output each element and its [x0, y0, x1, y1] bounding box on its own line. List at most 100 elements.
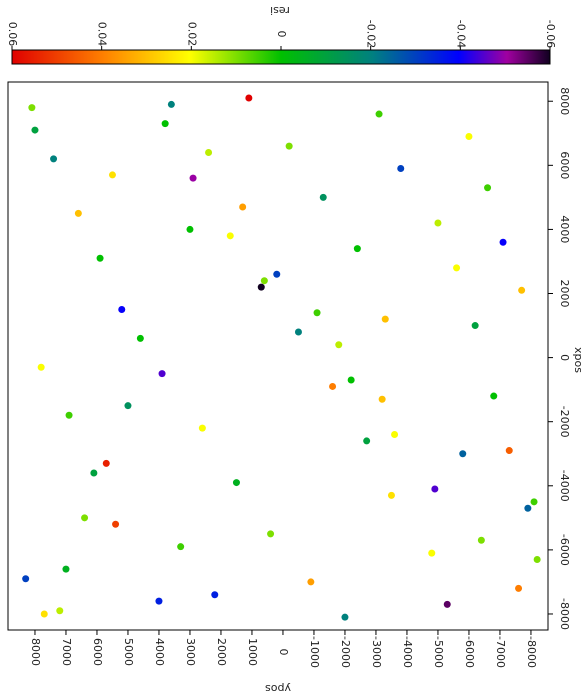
x-tick-label: 8000: [558, 87, 571, 115]
y-tick-label: -3000: [370, 636, 383, 668]
y-tick-label: 3000: [184, 638, 197, 666]
point: [391, 431, 399, 439]
point: [205, 149, 213, 157]
y-axis-label: ypos: [265, 682, 291, 695]
point: [96, 254, 104, 262]
point: [459, 450, 467, 458]
colorbar-tick-label: -0.04: [454, 20, 467, 48]
colorbar-tick-label: 0.06: [6, 22, 19, 47]
point: [477, 536, 485, 544]
point: [329, 382, 337, 390]
point: [267, 530, 275, 538]
point: [65, 411, 73, 419]
point: [431, 485, 439, 493]
x-axis-label: xpos: [572, 347, 585, 373]
point: [484, 184, 492, 192]
point: [465, 132, 473, 140]
point: [167, 100, 175, 108]
colorbar-tick-label: -0.06: [544, 20, 557, 48]
point: [375, 110, 383, 118]
point: [155, 597, 163, 605]
y-tick-label: -8000: [525, 636, 538, 668]
point: [31, 126, 39, 134]
point: [112, 520, 120, 528]
x-tick-label: 0: [558, 354, 571, 361]
point: [313, 309, 321, 317]
point: [353, 245, 361, 253]
point: [226, 232, 234, 240]
y-tick-label: 8000: [29, 638, 42, 666]
point: [211, 591, 219, 599]
point: [136, 334, 144, 342]
point: [319, 193, 327, 201]
point: [307, 578, 315, 586]
point: [245, 94, 253, 102]
point: [335, 341, 343, 349]
point: [124, 402, 132, 410]
point: [177, 543, 185, 551]
y-tick-label: 6000: [91, 638, 104, 666]
point: [186, 225, 194, 233]
point: [198, 424, 206, 432]
point: [90, 469, 98, 477]
point: [118, 306, 126, 314]
point: [378, 395, 386, 403]
y-tick-label: -6000: [463, 636, 476, 668]
point: [363, 437, 371, 445]
x-tick-label: 6000: [558, 151, 571, 179]
x-tick-label: -2000: [558, 406, 571, 438]
point: [161, 120, 169, 128]
point: [524, 504, 532, 512]
point: [74, 209, 82, 217]
point: [341, 613, 349, 621]
y-tick-label: -4000: [401, 636, 414, 668]
y-tick-label: 7000: [60, 638, 73, 666]
point: [387, 491, 395, 499]
point: [22, 575, 30, 583]
point: [189, 174, 197, 182]
y-tick-label: -5000: [432, 636, 445, 668]
colorbar-tick-label: -0.02: [365, 20, 378, 48]
point: [453, 264, 461, 272]
point: [533, 555, 541, 563]
y-tick-label: -2000: [339, 636, 352, 668]
point: [428, 549, 436, 557]
point: [515, 584, 523, 592]
point: [499, 238, 507, 246]
point: [102, 459, 110, 467]
point: [158, 370, 166, 378]
colorbar-tick-label: 0: [275, 31, 288, 38]
colorbar-tick-label: 0.02: [185, 22, 198, 47]
point: [37, 363, 45, 371]
point: [81, 514, 89, 522]
plot-frame: [7, 81, 549, 631]
y-tick-label: 1000: [246, 638, 259, 666]
point: [443, 600, 451, 608]
point: [505, 447, 513, 455]
point: [490, 392, 498, 400]
x-tick-label: 2000: [558, 280, 571, 308]
point: [239, 203, 247, 211]
point: [56, 607, 64, 615]
point: [260, 277, 268, 285]
colorbar: [11, 49, 551, 65]
point: [471, 322, 479, 330]
point: [232, 479, 240, 487]
point: [62, 565, 70, 573]
point: [273, 270, 281, 278]
point: [28, 104, 36, 112]
colorbar-tick-label: 0.04: [96, 22, 109, 47]
y-tick-label: 0: [277, 649, 290, 656]
point: [347, 376, 355, 384]
x-tick-label: -6000: [558, 534, 571, 566]
y-tick-label: -1000: [308, 636, 321, 668]
point: [518, 286, 526, 294]
y-tick-label: -7000: [494, 636, 507, 668]
point: [530, 498, 538, 506]
point: [257, 283, 265, 291]
y-tick-label: 5000: [122, 638, 135, 666]
point: [50, 155, 58, 163]
y-tick-label: 4000: [153, 638, 166, 666]
point: [294, 328, 302, 336]
